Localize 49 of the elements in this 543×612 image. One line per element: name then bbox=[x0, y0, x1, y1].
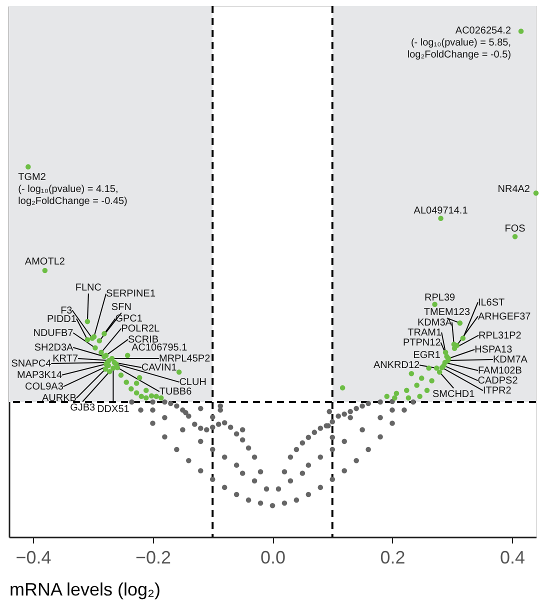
annotation: AMOTL2 bbox=[24, 256, 66, 268]
annotation: EGR1 bbox=[413, 350, 441, 362]
annotation: HSPA13 bbox=[474, 344, 513, 356]
annotation: ITPR2 bbox=[482, 386, 512, 397]
annotation: NDUFB7 bbox=[33, 328, 74, 339]
x-tick-label: −0.4 bbox=[16, 548, 52, 568]
annotation: COL9A3 bbox=[25, 382, 64, 393]
annotation: POLR2L bbox=[121, 323, 160, 334]
annotation: TGM2 (- log₁₀(pvalue) = 4.15, log₂FoldChange = -0.45) bbox=[18, 172, 128, 207]
annotation: CLUH bbox=[179, 377, 206, 388]
annotation: KDM7A bbox=[492, 354, 528, 366]
annotation: DDX51 bbox=[97, 404, 130, 416]
annotation: TUBB6 bbox=[159, 386, 192, 398]
annotation: ARHGEF37 bbox=[478, 311, 532, 322]
x-tick-label: 0.2 bbox=[380, 548, 406, 568]
annotation: TMEM123 bbox=[424, 307, 470, 318]
annotation: PIDD1 bbox=[47, 314, 77, 325]
annotation: IL6ST bbox=[478, 297, 505, 308]
annotation: SMCHD1 bbox=[432, 389, 476, 400]
annotation: SNAPC4 bbox=[11, 358, 52, 370]
annotation: AC026254.2 (- log₁₀(pvalue) = 5.85, log₂FoldChange = -0.5) bbox=[407, 25, 512, 60]
annotation: KRT7 bbox=[52, 354, 78, 365]
annotation: KDM3A bbox=[418, 317, 452, 328]
annotation: SERPINE1 bbox=[106, 288, 156, 300]
annotation: FOS bbox=[504, 224, 526, 235]
annotation: AC106795.1 bbox=[132, 342, 188, 354]
annotation: GJB3 bbox=[70, 402, 96, 414]
annotation: GPC1 bbox=[115, 314, 143, 325]
x-tick-label: 0.0 bbox=[260, 548, 286, 568]
annotation: CADPS2 bbox=[478, 376, 518, 387]
x-tick-label: −0.2 bbox=[135, 548, 171, 568]
annotation: MRPL45P2 bbox=[159, 353, 211, 364]
annotation: AURKB bbox=[42, 393, 77, 404]
annotation: F3 bbox=[60, 305, 73, 316]
annotation: MAP3K14 bbox=[16, 370, 62, 382]
annotation: PTPN12 bbox=[402, 337, 442, 348]
annotation: CAVIN1 bbox=[141, 362, 178, 374]
annotation: RPL31P2 bbox=[478, 330, 522, 342]
annotation: SFN bbox=[111, 302, 132, 313]
annotation: RPL39 bbox=[424, 292, 456, 304]
annotation: NR4A2 bbox=[498, 184, 530, 196]
annotation: SH2D3A bbox=[34, 342, 74, 354]
annotation: FAM102B bbox=[478, 366, 522, 377]
annotation: FLNC bbox=[75, 282, 102, 294]
annotation: ANKRD12 bbox=[373, 360, 420, 372]
annotation: AL049714.1 bbox=[414, 205, 468, 216]
annotation: TRAM1 bbox=[408, 327, 442, 338]
x-tick-label: 0.4 bbox=[500, 548, 526, 568]
x-axis-title: mRNA levels (log₂) bbox=[10, 580, 161, 600]
